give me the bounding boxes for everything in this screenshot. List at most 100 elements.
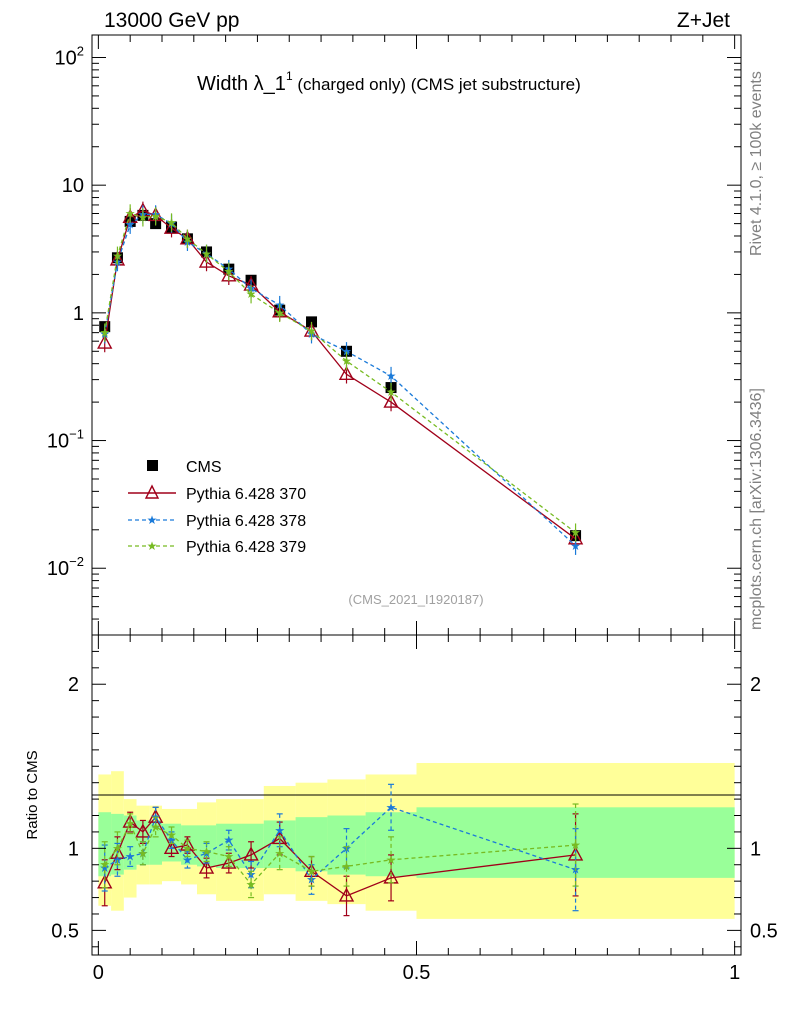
series-line-378 bbox=[104, 213, 577, 547]
data-point-379: ★ bbox=[182, 232, 193, 246]
ratio-panel: ★★★★★★★★★★★★★★★★★★★★★★★★★★★★★★ 0.5 0.5 1 1 2… bbox=[24, 634, 778, 984]
ratio-point-378: ★ bbox=[99, 861, 110, 875]
data-point-370 bbox=[97, 334, 113, 349]
series-line-370 bbox=[104, 210, 576, 540]
ratio-point-379: ★ bbox=[182, 841, 193, 855]
ratio-point-379: ★ bbox=[201, 845, 212, 859]
data-point-379: ★ bbox=[223, 265, 234, 279]
legend-item-pythia-379: ★ Pythia 6.428 379 bbox=[128, 539, 306, 556]
ratio-point-379: ★ bbox=[99, 858, 110, 872]
ratio-point-370 bbox=[135, 823, 151, 838]
main-series-layer: ★★★★ ★★★★★★★★★★★★★★ ★ ★ ★★★★★★★★★★ bbox=[97, 201, 584, 555]
legend-item-pythia-370: Pythia 6.428 370 bbox=[128, 484, 306, 503]
y-tick-label-ratio-right: 1 bbox=[750, 838, 761, 860]
data-point-379: ★ bbox=[386, 385, 397, 399]
ratio-point-378: ★ bbox=[274, 823, 285, 837]
ratio-point-378: ★ bbox=[182, 853, 193, 867]
legend-marker-370 bbox=[144, 484, 160, 499]
y-tick-label-base: 10 bbox=[47, 431, 69, 453]
y-tick-label-ratio-left: 2 bbox=[68, 674, 79, 696]
chart-title-main: Width λ_1 bbox=[197, 73, 286, 95]
y-tick-label-ratio-left: 1 bbox=[68, 838, 79, 860]
ratio-axis-ticks bbox=[92, 635, 741, 955]
ratio-point-378: ★ bbox=[166, 833, 177, 847]
ratio-point-379: ★ bbox=[138, 846, 149, 860]
ratio-band-inner bbox=[149, 820, 162, 865]
y-tick-label-ratio-right: 2 bbox=[750, 674, 761, 696]
data-point-378: ★ bbox=[386, 369, 397, 383]
ratio-point-370 bbox=[198, 859, 215, 874]
y-tick-label-main: 10−1 bbox=[47, 427, 84, 453]
y-tick-label-main: 10 bbox=[62, 175, 84, 197]
y-tick-label-main: 102 bbox=[55, 43, 84, 69]
ratio-series-layer: ★★★★★★★★★★★★★★★★★★★★★★★★★★★★★★ bbox=[97, 783, 584, 917]
y-tick-label-base: 10 bbox=[47, 558, 69, 580]
site-label: mcplots.cern.ch [arXiv:1306.3436] bbox=[748, 388, 765, 630]
series-line-379 bbox=[104, 212, 576, 534]
legend-label-379: Pythia 6.428 379 bbox=[186, 539, 306, 556]
ratio-point-370 bbox=[243, 846, 259, 861]
energy-label: 13000 GeV pp bbox=[104, 9, 239, 32]
data-point-379: ★ bbox=[150, 209, 161, 223]
ratio-point-379: ★ bbox=[341, 859, 352, 873]
ratio-point-378: ★ bbox=[112, 853, 123, 867]
ratio-point-370 bbox=[163, 839, 180, 855]
data-point-379: ★ bbox=[341, 354, 352, 368]
rivet-label: Rivet 4.1.0, ≥ 100k events bbox=[748, 71, 765, 256]
data-point-378: ★ bbox=[341, 344, 352, 358]
y-tick-label-base: 10 bbox=[55, 47, 77, 69]
process-label: Z+Jet bbox=[677, 9, 730, 32]
y-tick-label-main: 1 bbox=[73, 303, 84, 325]
data-point-379: ★ bbox=[306, 324, 317, 338]
analysis-id: (CMS_2021_I1920187) bbox=[348, 592, 483, 607]
data-point-378: ★ bbox=[570, 539, 581, 553]
data-point-370 bbox=[198, 253, 215, 268]
ratio-point-379: ★ bbox=[223, 850, 234, 864]
x-tick-labels: 0 0.5 1 bbox=[93, 962, 740, 984]
ratio-point-379: ★ bbox=[246, 877, 257, 891]
legend-label-cms: CMS bbox=[186, 459, 222, 476]
ratio-point-379: ★ bbox=[166, 828, 177, 842]
y-tick-label-main: 10−2 bbox=[47, 554, 84, 580]
ratio-y-tick-labels: 0.5 0.5 1 1 2 2 bbox=[51, 674, 778, 942]
ratio-band-inner bbox=[181, 825, 197, 865]
y-tick-label-exp: −2 bbox=[69, 554, 84, 569]
ratio-point-370 bbox=[338, 887, 355, 902]
data-point-379: ★ bbox=[125, 206, 136, 220]
data-point-370 bbox=[338, 365, 355, 381]
ratio-point-379: ★ bbox=[274, 846, 285, 860]
ratio-point-379: ★ bbox=[386, 853, 397, 867]
chart-title-rest: (charged only) (CMS jet substructure) bbox=[293, 75, 581, 94]
data-point-379: ★ bbox=[112, 249, 123, 263]
legend-item-pythia-378: ★ Pythia 6.428 378 bbox=[128, 513, 306, 530]
x-tick-label: 0 bbox=[93, 962, 104, 984]
x-tick-label: 1 bbox=[729, 962, 740, 984]
data-point-cms bbox=[306, 316, 318, 328]
ratio-point-379: ★ bbox=[112, 841, 123, 855]
y-tick-label-exp: −1 bbox=[69, 427, 84, 442]
legend-label-378: Pythia 6.428 378 bbox=[186, 513, 306, 530]
x-tick-label: 0.5 bbox=[403, 962, 431, 984]
data-point-379: ★ bbox=[246, 287, 257, 301]
ratio-line-379 bbox=[104, 822, 576, 886]
y-tick-label-ratio-left: 0.5 bbox=[51, 920, 79, 942]
data-point-379: ★ bbox=[201, 247, 212, 261]
data-point-379: ★ bbox=[274, 306, 285, 320]
data-point-370 bbox=[383, 393, 399, 408]
chart-title-sup: 1 bbox=[286, 69, 293, 83]
ratio-point-379: ★ bbox=[150, 820, 161, 834]
data-point-379: ★ bbox=[166, 216, 177, 230]
ratio-point-379: ★ bbox=[306, 864, 317, 878]
y-tick-label-exp: 2 bbox=[77, 43, 84, 58]
data-point-379: ★ bbox=[138, 210, 149, 224]
y-tick-label-ratio-right: 0.5 bbox=[750, 920, 778, 942]
y-tick-label-base: 1 bbox=[73, 303, 84, 325]
ratio-point-370 bbox=[221, 854, 237, 869]
ratio-point-379: ★ bbox=[570, 838, 581, 852]
ratio-point-370 bbox=[122, 813, 138, 828]
data-point-379: ★ bbox=[570, 526, 581, 540]
chart-title: Width λ_11 (charged only) (CMS jet subst… bbox=[197, 69, 581, 95]
data-point-379: ★ bbox=[99, 326, 110, 340]
